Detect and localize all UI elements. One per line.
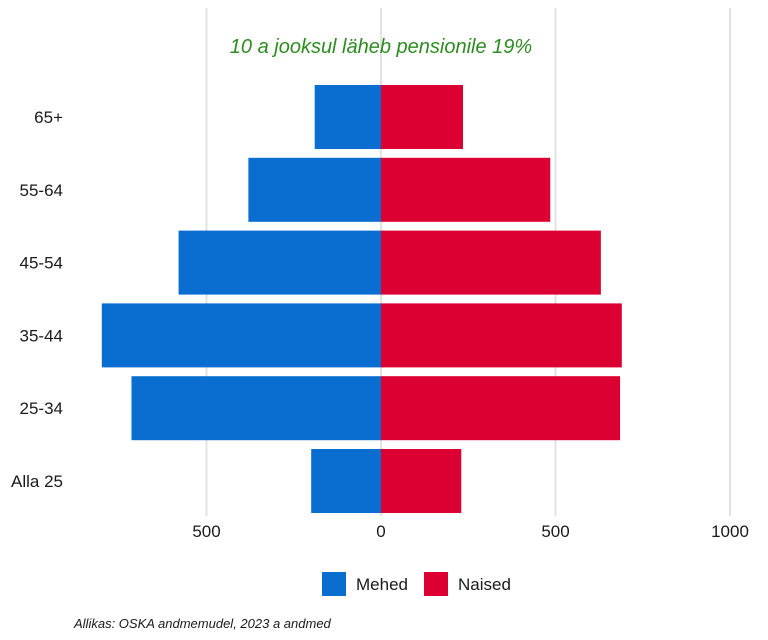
y-tick-label-0: Alla 25 (11, 472, 63, 491)
bar-naised-1 (381, 376, 621, 441)
x-tick-layer: 500 0 500 1000 (192, 522, 749, 541)
y-tick-label-2: 35-44 (20, 326, 63, 345)
bar-layer (101, 85, 622, 513)
bar-naised-0 (381, 449, 462, 513)
bar-mehed-0 (311, 449, 381, 513)
legend-label-mehed: Mehed (356, 575, 408, 594)
bar-mehed-1 (131, 376, 381, 441)
x-tick-label-1: 0 (376, 522, 385, 541)
bar-mehed-4 (248, 157, 381, 222)
y-tick-layer: Alla 25 25-34 35-44 45-54 55-64 65+ (11, 108, 63, 491)
legend-swatch-naised (424, 572, 448, 596)
x-tick-label-3: 1000 (711, 522, 749, 541)
x-tick-label-2: 500 (541, 522, 569, 541)
legend: Mehed Naised (322, 572, 511, 596)
legend-swatch-mehed (322, 572, 346, 596)
bar-mehed-3 (178, 230, 381, 295)
bar-mehed-2 (101, 303, 382, 368)
bar-naised-2 (381, 303, 622, 368)
chart-caption: Allikas: OSKA andmemudel, 2023 a andmed (73, 616, 332, 631)
bar-naised-4 (381, 157, 551, 222)
y-tick-label-4: 55-64 (20, 181, 63, 200)
y-tick-label-3: 45-54 (20, 254, 63, 273)
y-tick-label-5: 65+ (34, 108, 63, 127)
bar-naised-5 (381, 85, 464, 149)
bar-naised-3 (381, 230, 601, 295)
legend-label-naised: Naised (458, 575, 511, 594)
y-tick-label-1: 25-34 (20, 399, 63, 418)
bar-mehed-5 (314, 85, 381, 149)
chart-annotation: 10 a jooksul läheb pensionile 19% (230, 36, 532, 58)
x-tick-label-0: 500 (192, 522, 220, 541)
